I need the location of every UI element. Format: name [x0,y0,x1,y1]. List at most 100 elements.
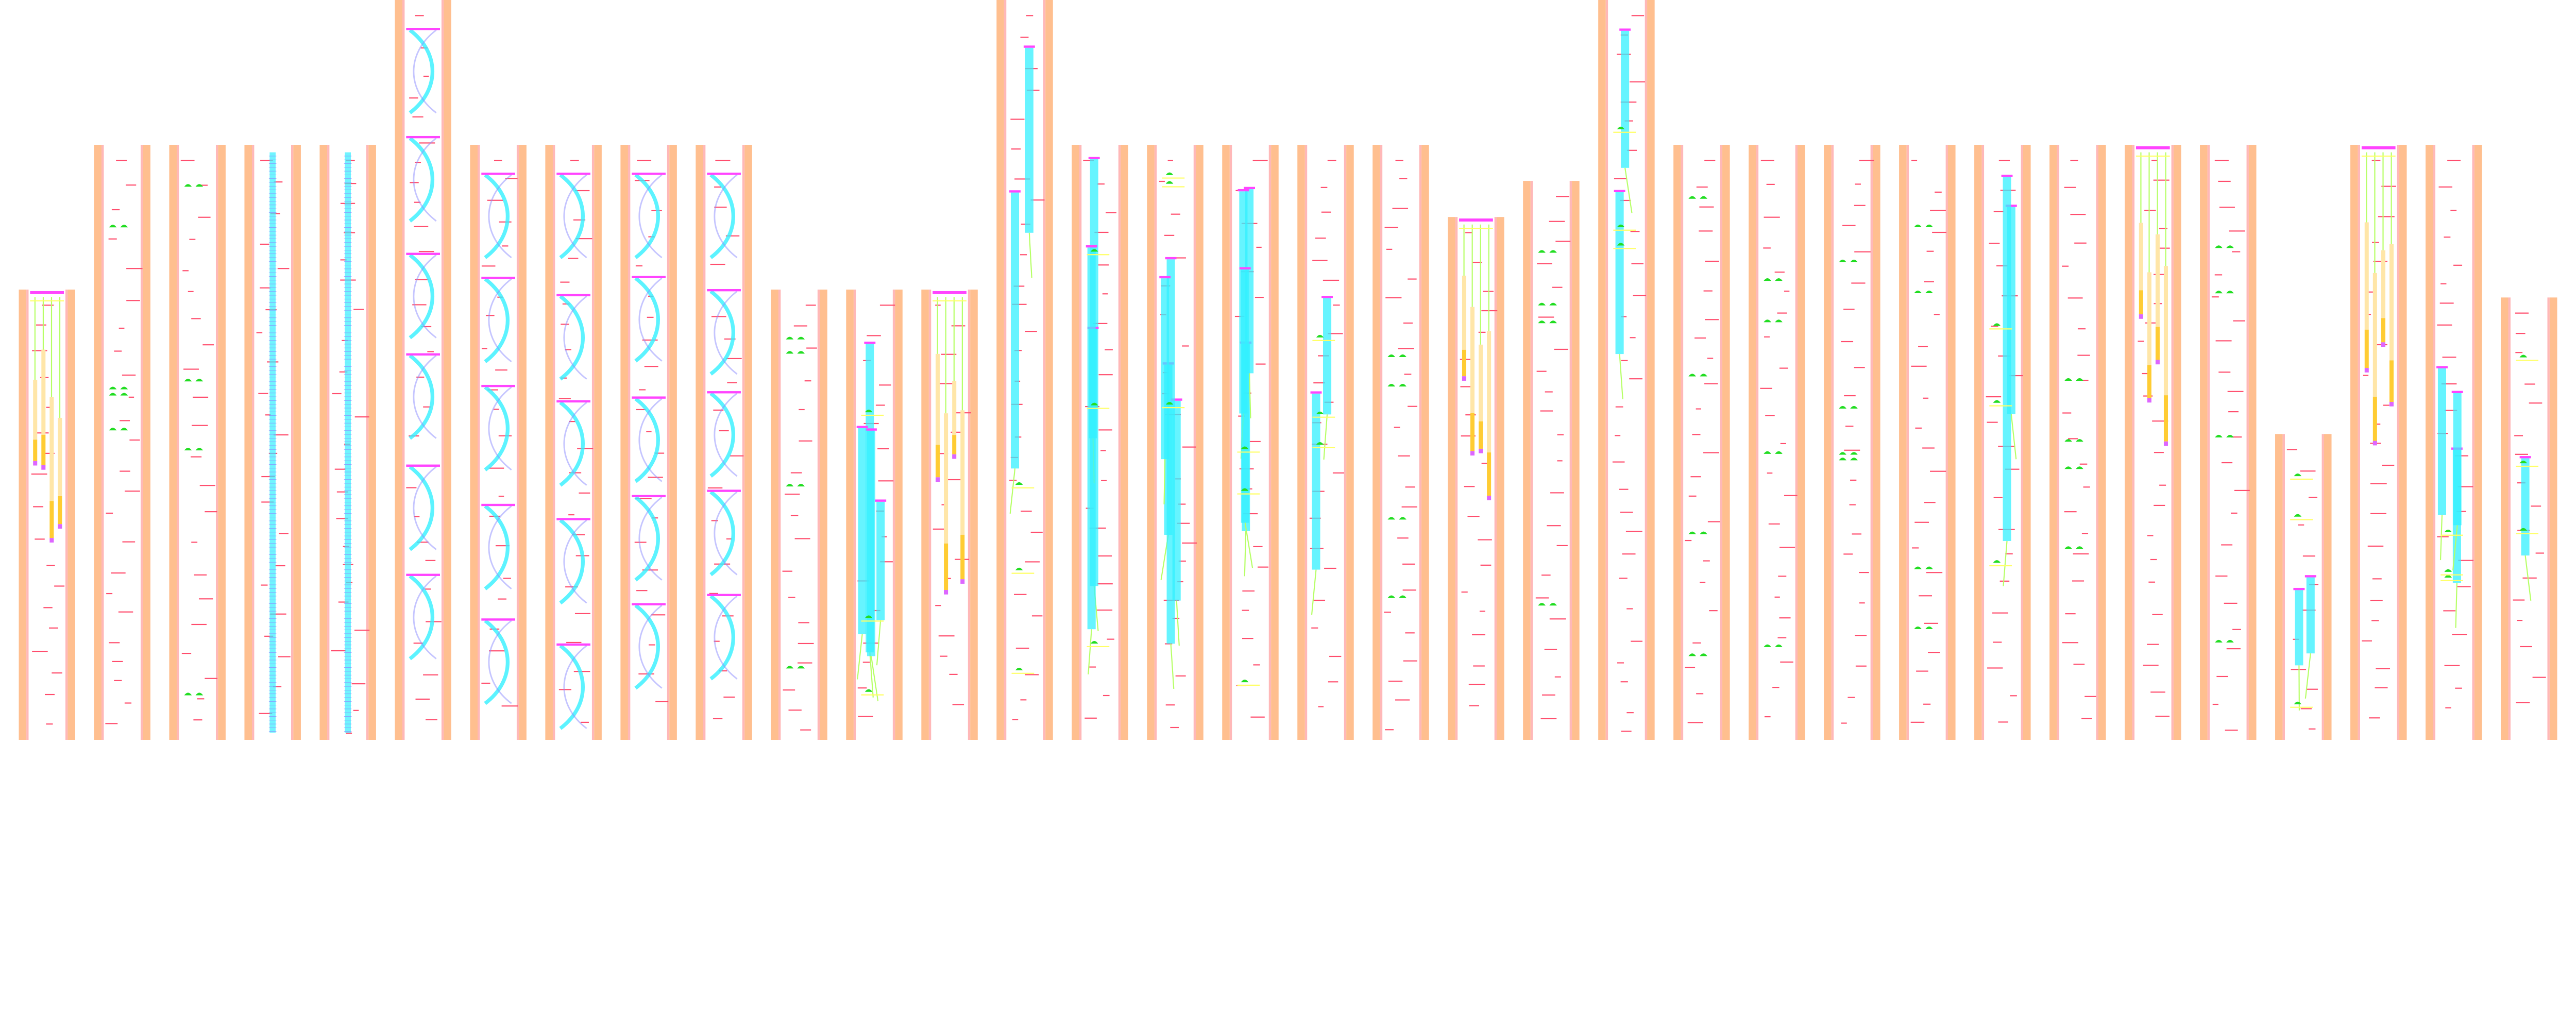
dash-mark [1696,408,1701,410]
column-frame-left [996,0,1004,740]
dash-mark [862,662,870,663]
dash-mark [2079,463,2088,465]
dash-mark [2062,265,2069,267]
dash-mark [644,366,658,367]
column-frame-left [1147,145,1155,740]
leaf-mark [865,615,873,618]
dash-mark [580,721,589,723]
leaf-mark [1241,679,1249,683]
dash-mark [2369,717,2380,719]
leaf-mark [2519,528,2528,531]
dash-mark [1629,378,1642,380]
column-frame-left [2275,434,2283,740]
column-frame-right-inner [892,290,895,740]
arc-band [714,291,738,375]
dash-mark [2065,613,2076,615]
bar-light [58,417,62,496]
diagram-column [1448,217,1504,740]
dash-mark [421,326,432,328]
leaf-mark [109,386,117,390]
dash-mark [1031,615,1043,617]
leaf-mark [1850,452,1858,455]
dash-mark [951,325,965,327]
dash-mark [2211,296,2219,298]
dash-mark [1932,231,1946,233]
dash-mark [109,642,120,644]
dash-mark [1848,697,1855,698]
dash-mark [1014,594,1027,595]
dash-mark [1408,278,1417,280]
dash-mark [1556,545,1568,546]
dash-mark [1329,655,1342,657]
cap-mark [481,173,515,175]
leaf-mark [1241,446,1249,449]
dash-mark [120,420,130,421]
band-mark [1323,298,1332,415]
dash-mark [193,396,209,398]
leaf-mark [1617,243,1625,246]
column-frame-left-inner [1154,145,1157,740]
leaf-mark [2064,546,2072,549]
leaf-mark [2064,378,2072,381]
column-frame-left [244,145,252,740]
dash-mark [575,238,592,240]
dash-mark [1999,580,2010,582]
dash-mark [2300,708,2312,709]
band-mark [2306,577,2315,654]
dash-mark [32,650,48,652]
bar-light [1462,276,1466,350]
column-frame-right-inner [516,145,519,740]
dash-mark [951,431,964,433]
column-frame-right-inner [2171,145,2174,740]
dash-mark [1617,662,1624,664]
dash-mark [414,226,429,227]
dash-mark [2447,160,2461,161]
leaf-mark [1316,334,1324,338]
dash-mark [1703,290,1713,292]
leaf-mark [1688,374,1696,377]
dash-mark [264,635,274,637]
dash-mark [1182,542,1197,544]
column-frame-left [1072,145,1079,740]
diagram-column [545,145,602,740]
dash-mark [46,565,55,566]
dash-mark [711,520,718,521]
bar-tail [944,589,948,595]
bar-warm [936,445,940,478]
dash-mark [1540,718,1557,719]
dash-mark [637,160,652,161]
arc-band [714,595,738,680]
column-frame-left [2425,145,2433,740]
bar-warm [952,435,957,454]
dash-mark [2228,411,2239,413]
diagram-column [2425,145,2482,740]
cap-mark [481,618,515,621]
dash-mark [1621,731,1632,732]
cap-mark [481,503,515,506]
dash-mark [1631,15,1645,16]
dash-mark [1253,664,1260,666]
leaf-mark [1165,181,1174,184]
column-frame-right [744,145,752,740]
dash-mark [707,487,723,489]
dash-mark [1105,349,1113,350]
dash-mark [35,538,45,540]
dash-mark [2370,513,2386,514]
dash-mark [1182,446,1196,448]
cap-mark [2293,587,2305,590]
cap-mark [481,277,515,279]
dash-mark [487,389,498,391]
dash-mark [642,339,658,341]
cap-mark [1165,257,1177,260]
cap-mark [556,294,590,297]
dash-mark [2153,179,2170,181]
dash-mark [1549,618,1566,620]
dash-mark [265,414,271,416]
cap-mark [406,353,440,356]
leaf-mark [1764,319,1771,323]
dash-mark [1165,704,1175,706]
leaf-mark [120,428,128,431]
bar-warm [1470,413,1475,451]
dash-mark [1009,480,1017,481]
bar-warm [1487,452,1492,496]
